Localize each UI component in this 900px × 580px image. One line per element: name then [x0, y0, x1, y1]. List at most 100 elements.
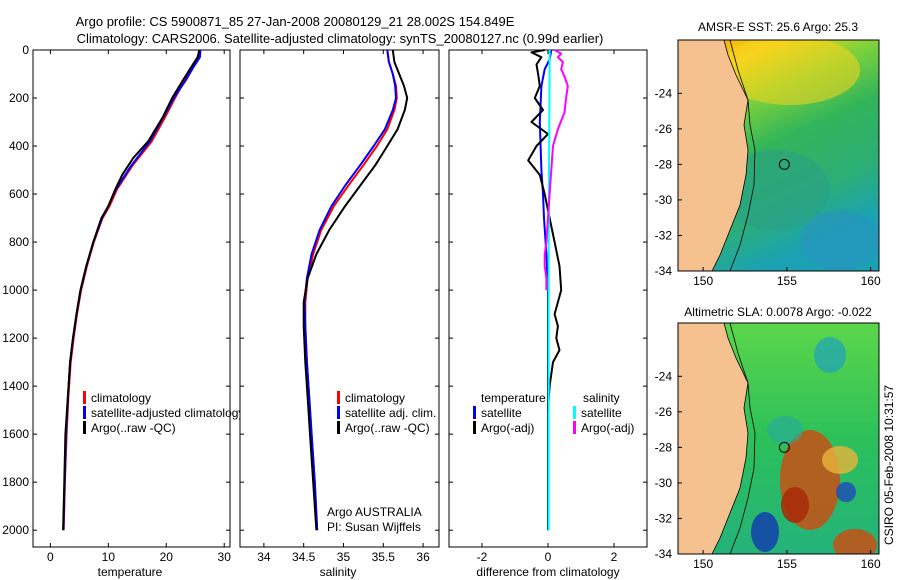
- x-tick-label: 10: [102, 550, 116, 564]
- y-tick-label: 200: [9, 91, 29, 105]
- temperature-legend: climatology satellite-adjusted climatolo…: [83, 391, 244, 435]
- legend-swatch-satellite: [83, 406, 86, 419]
- series-line-temperature-satellite: [538, 49, 553, 531]
- series-line-argo-raw-qc: [302, 49, 409, 531]
- legend-label-sal-argo: Argo(-adj): [581, 421, 634, 435]
- difference-xlabel: difference from climatology: [476, 565, 619, 579]
- x-tick-label: 0: [47, 550, 54, 564]
- sla-low-anomaly: [814, 337, 846, 373]
- series-line-satellite-adj-clim: [303, 49, 397, 531]
- map-y-tick-label: -30: [655, 476, 673, 490]
- salinity-xlabel: salinity: [320, 565, 357, 579]
- x-tick-label: 2: [611, 550, 618, 564]
- y-tick-label: 400: [9, 139, 29, 153]
- sst-shelf-edge: [729, 40, 756, 271]
- legend-label-climatology: climatology: [345, 391, 405, 405]
- map-x-tick-label: 160: [861, 274, 881, 288]
- y-tick-label: 2000: [2, 523, 29, 537]
- difference-panel: -2 0 2 difference from climatology tempera…: [448, 49, 648, 579]
- sst-map-title: AMSR-E SST: 25.6 Argo: 25.3: [698, 20, 858, 34]
- figure-title-line2: Climatology: CARS2006. Satellite-adjuste…: [77, 31, 604, 46]
- x-tick-label: 0: [545, 550, 552, 564]
- y-tick-label: 1800: [2, 475, 29, 489]
- sla-low-anomaly: [836, 482, 856, 502]
- institution-annotation: Argo AUSTRALIA: [327, 505, 422, 519]
- difference-legend: temperature salinity satellite Argo(-adj…: [473, 391, 634, 435]
- float-position-marker: [778, 158, 790, 170]
- x-tick-label: 35.5: [372, 550, 396, 564]
- map-y-tick-label: -32: [655, 228, 673, 242]
- legend-label-sal-satellite: satellite: [581, 406, 622, 420]
- sla-map-title: Altimetric SLA: 0.0078 Argo: -0.022: [684, 305, 872, 319]
- legend-label-temp-satellite: satellite: [481, 406, 522, 420]
- sla-map-frame: [677, 322, 880, 555]
- sst-land-mask: [678, 40, 749, 271]
- salinity-panel: 34 34.5 35 35.5 36 salinity climatology sate…: [239, 49, 440, 579]
- sla-land-mask: [678, 323, 749, 554]
- series-line-salinity-satellite: [547, 50, 551, 531]
- legend-label-satellite: satellite adj. clim.: [345, 406, 436, 420]
- x-tick-label: 35: [337, 550, 351, 564]
- sla-shelf-edge: [729, 323, 756, 554]
- sla-low-anomaly: [751, 512, 779, 552]
- legend-header-salinity: salinity: [583, 391, 620, 405]
- temperature-axes-frame: [32, 49, 231, 548]
- legend-swatch-satellite: [337, 406, 340, 419]
- map-y-tick-label: -26: [655, 122, 673, 136]
- legend-swatch-temp-satellite: [473, 406, 476, 419]
- series-line-temperature-argo-adj: [527, 49, 563, 411]
- legend-swatch-argo: [337, 421, 340, 434]
- map-y-tick-label: -24: [655, 86, 673, 100]
- sst-map-frame: [677, 39, 880, 272]
- float-position-marker: [778, 441, 790, 453]
- legend-swatch-argo: [83, 421, 86, 434]
- sla-low-anomaly: [767, 416, 803, 444]
- sla-high-anomaly: [833, 529, 877, 554]
- sla-map-panel: Altimetric SLA: 0.0078 Argo: -0.022 150 1…: [655, 305, 881, 571]
- map-x-tick-label: 160: [861, 557, 881, 571]
- sst-warm-patch: [720, 40, 860, 105]
- map-y-tick-label: -34: [655, 264, 673, 278]
- map-y-tick-label: -28: [655, 157, 673, 171]
- legend-label-argo: Argo(..raw -QC): [345, 421, 430, 435]
- sla-mid-anomaly: [822, 446, 858, 474]
- footer-stamp: CSIRO 05-Feb-2008 10:31:57: [882, 385, 896, 545]
- legend-swatch-climatology: [83, 391, 86, 404]
- x-tick-label: 36: [416, 550, 430, 564]
- map-x-tick-label: 155: [777, 274, 797, 288]
- x-tick-label: 34.5: [292, 550, 316, 564]
- map-y-tick-label: -32: [655, 511, 673, 525]
- map-y-tick-label: -34: [655, 547, 673, 561]
- map-x-tick-label: 155: [777, 557, 797, 571]
- legend-swatch-climatology: [337, 391, 340, 404]
- y-tick-label: 1200: [2, 331, 29, 345]
- legend-label-climatology: climatology: [91, 391, 151, 405]
- y-tick-label: 0: [22, 43, 29, 57]
- x-tick-label: 20: [160, 550, 174, 564]
- series-line-argo-raw-qc: [62, 49, 201, 531]
- salinity-axes-frame: [239, 49, 440, 548]
- sla-high-anomaly: [781, 487, 809, 523]
- map-x-tick-label: 150: [693, 557, 713, 571]
- salinity-legend: climatology satellite adj. clim. Argo(..…: [337, 391, 436, 435]
- legend-header-temperature: temperature: [481, 391, 546, 405]
- y-tick-label: 1600: [2, 427, 29, 441]
- y-tick-label: 600: [9, 187, 29, 201]
- sst-map-panel: AMSR-E SST: 25.6 Argo: 25.3 150 155 160 -24…: [655, 20, 881, 288]
- y-tick-label: 800: [9, 235, 29, 249]
- temperature-xlabel: temperature: [98, 565, 163, 579]
- legend-swatch-sal-argo: [573, 421, 576, 434]
- map-x-tick-label: 150: [693, 274, 713, 288]
- legend-label-argo: Argo(..raw -QC): [91, 421, 176, 435]
- map-y-tick-label: -26: [655, 405, 673, 419]
- x-tick-label: 30: [218, 550, 232, 564]
- legend-label-temp-argo: Argo(-adj): [481, 421, 534, 435]
- map-y-tick-label: -30: [655, 193, 673, 207]
- legend-label-satellite: satellite-adjusted climatology: [91, 406, 244, 420]
- map-y-tick-label: -24: [655, 369, 673, 383]
- map-y-tick-label: -28: [655, 440, 673, 454]
- y-tick-label: 1000: [2, 283, 29, 297]
- y-tick-label: 1400: [2, 379, 29, 393]
- series-line-salinity-argo-adj: [543, 49, 569, 291]
